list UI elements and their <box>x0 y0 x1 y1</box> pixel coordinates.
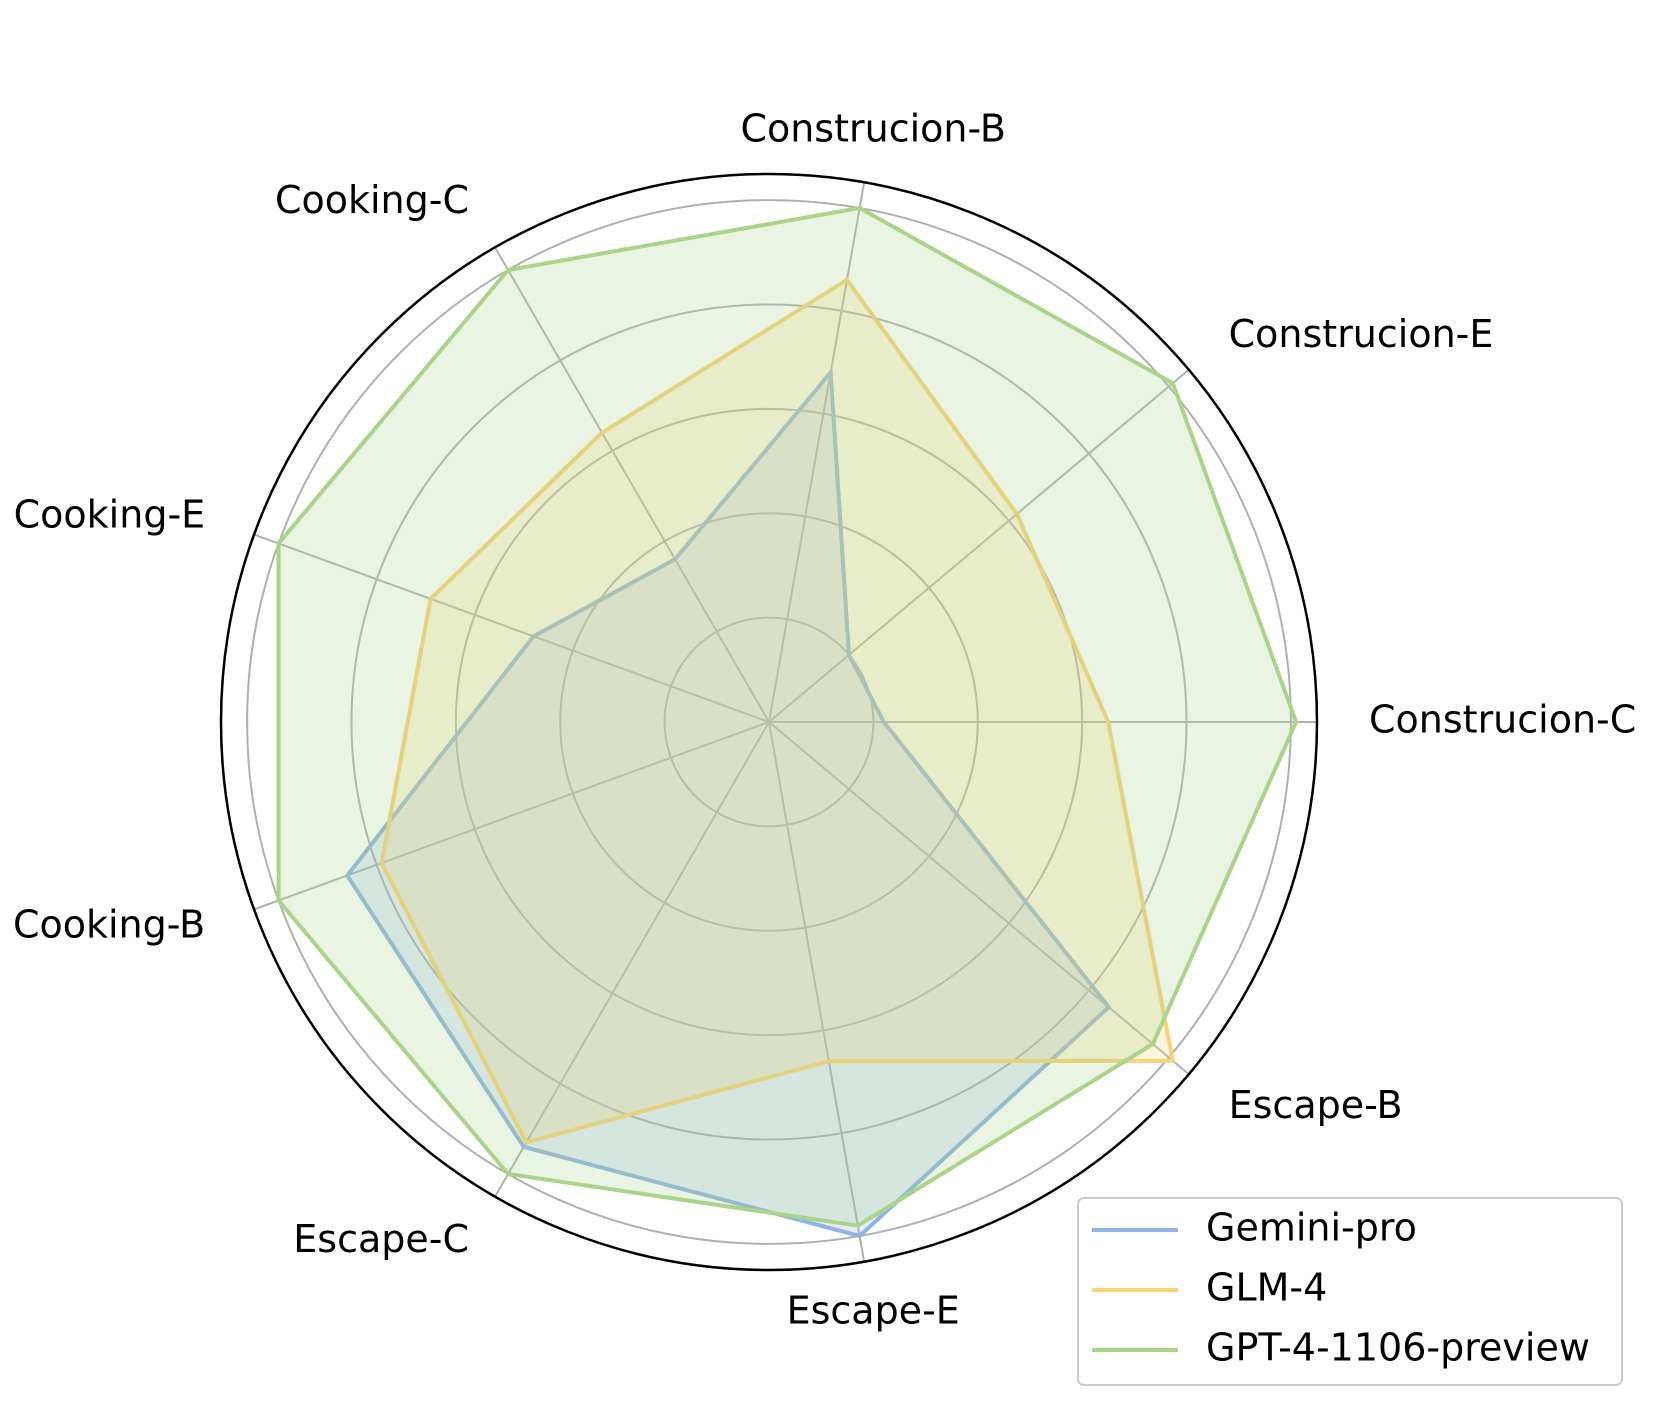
spoke <box>494 246 770 723</box>
spoke <box>768 368 1190 723</box>
legend-label: GLM-4 <box>1206 1266 1327 1310</box>
series-line <box>344 367 1112 1239</box>
category-label: Construcion-E <box>1229 312 1494 356</box>
category-label: Cooking-C <box>275 178 469 222</box>
series-area <box>381 279 1173 1143</box>
spoke <box>768 721 866 1262</box>
legend: Gemini-pro GLM-4 GPT-4-1106-preview <box>1077 1197 1623 1386</box>
category-label: Cooking-E <box>14 492 206 536</box>
series-area <box>278 208 1297 1226</box>
series-line <box>276 205 1299 1228</box>
legend-label: GPT-4-1106-preview <box>1206 1326 1590 1370</box>
series-line <box>379 277 1176 1145</box>
category-label: Escape-B <box>1229 1083 1403 1127</box>
spoke <box>768 721 1190 1076</box>
frame <box>219 172 1319 1272</box>
spoke <box>494 721 770 1198</box>
legend-label: Gemini-pro <box>1206 1206 1417 1250</box>
category-label: Construcion-C <box>1369 698 1636 742</box>
category-label: Construcion-B <box>740 107 1005 151</box>
legend-box <box>1077 1197 1623 1386</box>
category-label: Escape-C <box>293 1217 469 1261</box>
spoke <box>253 721 770 911</box>
spoke <box>253 533 770 723</box>
series-area <box>347 372 1109 1236</box>
category-label: Cooking-B <box>13 903 205 947</box>
spoke <box>768 182 866 723</box>
category-label: Escape-E <box>787 1288 960 1332</box>
